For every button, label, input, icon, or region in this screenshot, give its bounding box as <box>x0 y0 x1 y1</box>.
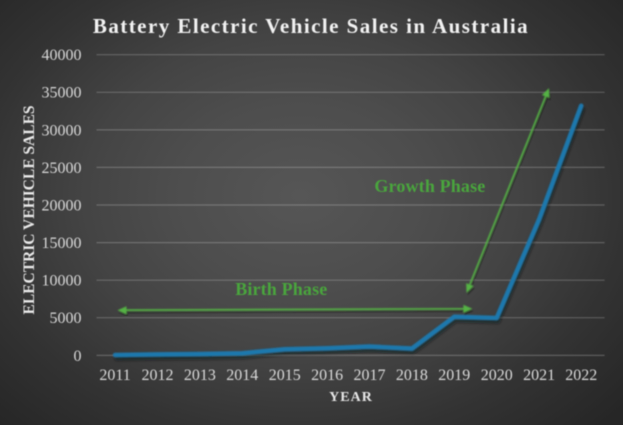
svg-text:25000: 25000 <box>42 160 82 177</box>
svg-text:10000: 10000 <box>42 273 82 290</box>
svg-text:40000: 40000 <box>42 47 82 64</box>
svg-text:35000: 35000 <box>42 85 82 102</box>
svg-text:2021: 2021 <box>523 367 555 384</box>
svg-text:2012: 2012 <box>142 367 174 384</box>
svg-text:15000: 15000 <box>42 235 82 252</box>
svg-text:5000: 5000 <box>50 310 82 327</box>
svg-text:0: 0 <box>74 348 82 365</box>
svg-text:Birth Phase: Birth Phase <box>235 279 327 299</box>
svg-text:YEAR: YEAR <box>329 390 373 405</box>
svg-text:2013: 2013 <box>184 367 216 384</box>
svg-text:2011: 2011 <box>99 367 130 384</box>
svg-text:30000: 30000 <box>42 122 82 139</box>
svg-text:Growth Phase: Growth Phase <box>374 176 485 196</box>
svg-text:ELECTRIC VEHICLE SALES: ELECTRIC VEHICLE SALES <box>21 105 38 314</box>
svg-text:2017: 2017 <box>354 367 386 384</box>
svg-text:2019: 2019 <box>438 367 470 384</box>
svg-text:2022: 2022 <box>565 367 597 384</box>
svg-text:2014: 2014 <box>226 367 258 384</box>
svg-text:20000: 20000 <box>42 197 82 214</box>
svg-text:Battery Electric Vehicle Sales: Battery Electric Vehicle Sales in Austra… <box>93 14 529 38</box>
svg-text:2016: 2016 <box>311 367 343 384</box>
svg-text:2020: 2020 <box>481 367 513 384</box>
svg-text:2018: 2018 <box>396 367 428 384</box>
svg-text:2015: 2015 <box>269 367 301 384</box>
